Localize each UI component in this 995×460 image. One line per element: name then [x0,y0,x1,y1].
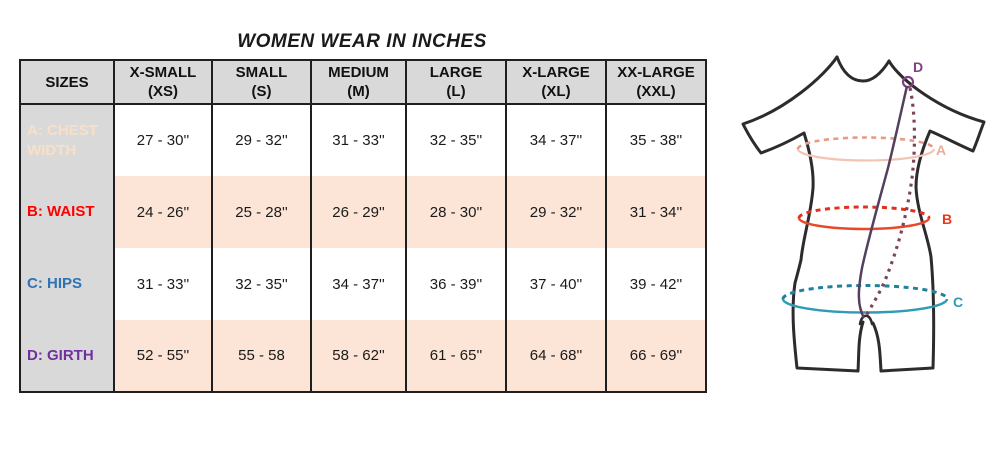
diagram-label-b: B [942,211,952,227]
cell-waist-xs: 24 - 26'' [113,176,213,248]
diagram-label-c: C [953,294,963,310]
column-header-xs: X-SMALL (XS) [113,60,213,105]
table-row-chest: A: CHEST WIDTH 27 - 30'' 29 - 32'' 31 - … [19,104,707,176]
neckline [835,55,891,83]
row-label-text: D: GIRTH [27,346,94,364]
waist-ellipse-b-solid [797,217,931,231]
header-row: SIZES X-SMALL (XS) SMALL (S) MEDIUM (M) … [19,60,707,105]
table-row-waist: B: WAIST 24 - 26'' 25 - 28'' 26 - 29'' 2… [19,176,707,248]
size-abbr: (XS) [148,83,178,100]
column-header-sizes: SIZES [19,60,115,105]
column-header-xxl: XX-LARGE (XXL) [605,60,707,105]
cell-girth-m: 58 - 62'' [310,320,407,392]
girth-line-d-solid [857,85,909,319]
cell-waist-m: 26 - 29'' [310,176,407,248]
cell-girth-s: 55 - 58 [211,320,312,392]
row-label-text: C: HIPS [27,275,83,292]
cell-chest-l: 32 - 35'' [405,104,507,176]
body-outline [741,55,986,373]
row-label-chest-width: A: CHEST WIDTH [19,104,115,176]
cell-hips-l: 36 - 39'' [405,248,507,320]
size-abbr: (M) [347,83,370,100]
body-left-outline [741,55,865,373]
cell-waist-s: 25 - 28'' [211,176,312,248]
waist-ellipse-b-dashed [797,205,931,219]
page-title: WOMEN WEAR IN INCHES [237,31,487,52]
hip-ellipse-c-dashed [781,284,949,300]
column-header-s: SMALL (S) [211,60,312,105]
cell-chest-xs: 27 - 30'' [113,104,213,176]
size-abbr: (S) [251,83,272,100]
size-name: LARGE [429,64,483,81]
chest-ellipse-a-dashed [796,136,936,150]
column-header-xl: X-LARGE (XL) [505,60,607,105]
girth-line-d-dotted [864,87,917,317]
cell-girth-xl: 64 - 68'' [505,320,607,392]
size-name: X-LARGE [522,64,590,81]
size-name: XX-LARGE [617,64,695,81]
size-abbr: (L) [446,83,466,100]
cell-hips-xl: 37 - 40'' [505,248,607,320]
row-label-text: B: WAIST [27,203,95,220]
row-label-text: A: CHEST WIDTH [27,121,98,159]
cell-girth-l: 61 - 65'' [405,320,507,392]
column-header-m: MEDIUM (M) [310,60,407,105]
cell-hips-m: 34 - 37'' [310,248,407,320]
diagram-label-d: D [913,59,923,75]
cell-chest-xxl: 35 - 38'' [605,104,707,176]
size-name: MEDIUM [328,64,389,81]
cell-hips-xs: 31 - 33'' [113,248,213,320]
diagram-label-a: A [936,142,946,158]
size-abbr: (XL) [541,83,571,100]
column-header-l: LARGE (L) [405,60,507,105]
size-chart-table: SIZES X-SMALL (XS) SMALL (S) MEDIUM (M) … [19,59,707,393]
hip-ellipse-c-solid [781,298,949,314]
table-row-girth: D: GIRTH 52 - 55'' 55 - 58 58 - 62'' 61 … [19,320,707,392]
size-abbr: (XXL) [636,83,676,100]
cell-waist-xl: 29 - 32'' [505,176,607,248]
row-label-girth: D: GIRTH [19,320,115,392]
size-name: X-SMALL [129,64,197,81]
cell-chest-s: 29 - 32'' [211,104,312,176]
table-row-hips: C: HIPS 31 - 33'' 32 - 35'' 34 - 37'' 36… [19,248,707,320]
cell-chest-m: 31 - 33'' [310,104,407,176]
cell-waist-l: 28 - 30'' [405,176,507,248]
cell-chest-xl: 34 - 37'' [505,104,607,176]
body-diagram-icon: A B C D [741,55,986,373]
row-label-waist: B: WAIST [19,176,115,248]
cell-hips-s: 32 - 35'' [211,248,312,320]
cell-girth-xs: 52 - 55'' [113,320,213,392]
cell-hips-xxl: 39 - 42'' [605,248,707,320]
measurement-diagram: A B C D [725,18,995,448]
cell-waist-xxl: 31 - 34'' [605,176,707,248]
crotch-line [858,314,874,326]
row-label-hips: C: HIPS [19,248,115,320]
chest-ellipse-a-solid [796,148,936,162]
size-name: SMALL [235,64,288,81]
cell-girth-xxl: 66 - 69'' [605,320,707,392]
body-right-outline [871,59,986,373]
